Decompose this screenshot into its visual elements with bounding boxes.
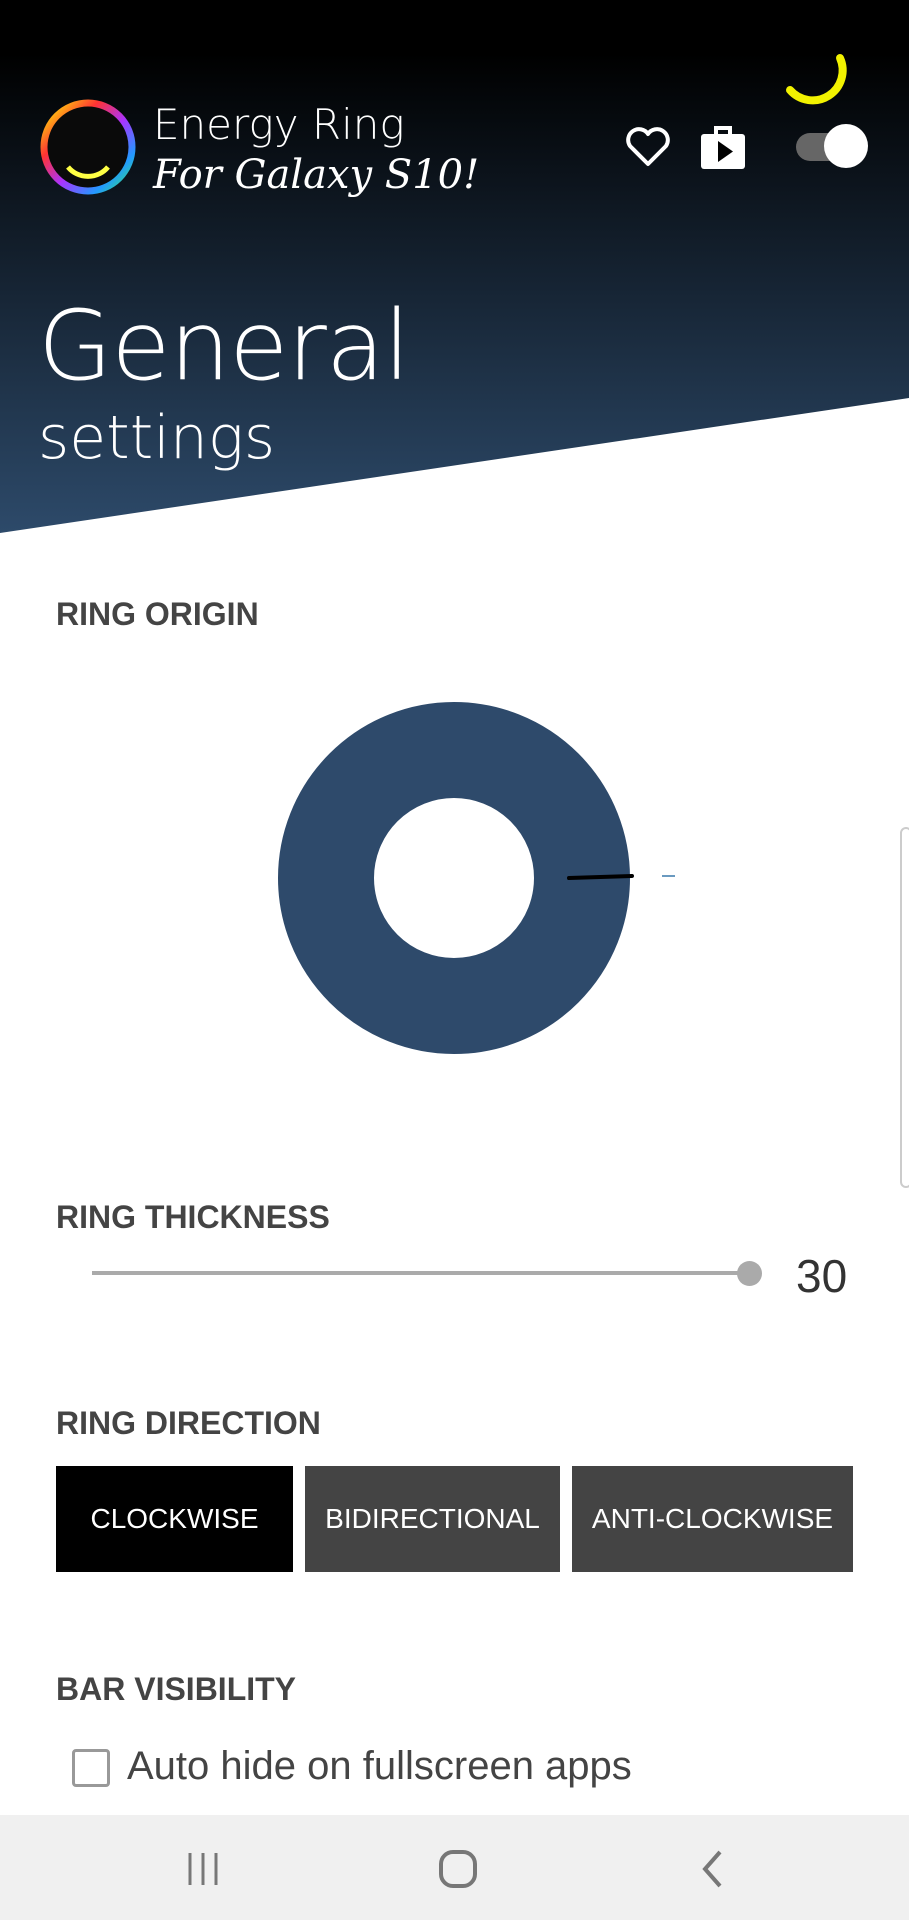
heart-icon[interactable] bbox=[625, 126, 671, 168]
play-store-icon[interactable] bbox=[700, 124, 746, 170]
system-nav-bar bbox=[0, 1815, 909, 1920]
home-icon[interactable] bbox=[438, 1849, 478, 1889]
thickness-value: 30 bbox=[796, 1250, 848, 1302]
app-subtitle: For Galaxy S10! bbox=[153, 152, 480, 198]
header-background bbox=[0, 0, 909, 533]
recent-apps-icon[interactable] bbox=[186, 1851, 220, 1887]
bar-visibility-label: BAR VISIBILITY bbox=[56, 1671, 297, 1707]
toggle-knob bbox=[824, 124, 868, 168]
clockwise-button[interactable]: CLOCKWISE bbox=[56, 1466, 293, 1572]
thickness-slider-track[interactable] bbox=[92, 1271, 750, 1275]
auto-hide-label[interactable]: Auto hide on fullscreen apps bbox=[127, 1744, 632, 1788]
back-icon[interactable] bbox=[700, 1849, 726, 1889]
page-subtitle: settings bbox=[38, 403, 276, 473]
scrollbar[interactable] bbox=[900, 827, 909, 1188]
ring-thickness-label: RING THICKNESS bbox=[56, 1199, 330, 1235]
thickness-slider-thumb[interactable] bbox=[737, 1261, 762, 1286]
app-title: Energy Ring bbox=[153, 100, 405, 149]
anti-clockwise-button[interactable]: ANTI-CLOCKWISE bbox=[572, 1466, 853, 1572]
bidirectional-button[interactable]: BIDIRECTIONAL bbox=[305, 1466, 560, 1572]
ring-direction-label: RING DIRECTION bbox=[56, 1405, 321, 1441]
ring-origin-label: RING ORIGIN bbox=[56, 596, 259, 632]
app-logo bbox=[40, 99, 136, 195]
accent-arc-icon bbox=[786, 54, 847, 105]
page-title: General bbox=[38, 290, 410, 402]
origin-indicator bbox=[567, 874, 634, 880]
enable-toggle[interactable] bbox=[796, 124, 868, 168]
auto-hide-checkbox[interactable] bbox=[72, 1749, 110, 1787]
ring-origin-picker[interactable] bbox=[270, 694, 690, 1064]
